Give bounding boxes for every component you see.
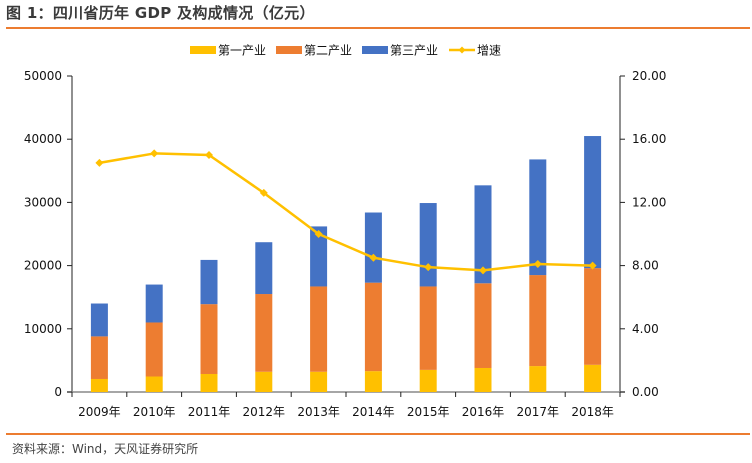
y-left-tick-label: 50000 — [24, 69, 62, 83]
x-tick-label: 2016年 — [462, 405, 505, 419]
line-point-2011年 — [205, 151, 213, 159]
growth-line — [95, 149, 597, 275]
y-right-tick-label: 20.00 — [632, 69, 666, 83]
legend-marker — [458, 46, 466, 54]
bar-第二产业-2012年 — [255, 294, 273, 372]
line-point-2009年 — [95, 158, 104, 167]
x-tick-label: 2017年 — [517, 405, 560, 419]
legend-swatch-第二产业 — [276, 46, 302, 54]
line-point-2010年 — [150, 149, 159, 158]
legend-label: 增速 — [477, 44, 501, 58]
bar-第三产业-2014年 — [364, 212, 382, 283]
y-right-tick-label: 12.00 — [632, 195, 666, 209]
y-left-tick-label: 30000 — [24, 195, 62, 209]
bar-第二产业-2014年 — [364, 282, 382, 372]
source-note: 资料来源：Wind，天风证券研究所 — [12, 442, 199, 456]
bar-第一产业-2014年 — [364, 371, 382, 392]
line-point-2017年 — [533, 260, 542, 269]
bottom-divider — [6, 433, 750, 435]
figure-title: 图 1：四川省历年 GDP 及构成情况（亿元） — [6, 4, 315, 22]
bars — [90, 136, 602, 392]
bar-第二产业-2010年 — [145, 322, 163, 377]
y-right-tick-label: 16.00 — [632, 132, 666, 146]
bar-第三产业-2010年 — [145, 284, 163, 323]
gdp-chart: 第一产业 第二产业 第三产业 增速 0 10000 20000 30000 40000 5000… — [24, 44, 667, 420]
x-tick-label: 2010年 — [133, 405, 176, 419]
x-tick-label: 2014年 — [352, 405, 395, 419]
legend-label: 第三产业 — [390, 44, 438, 58]
y-right-tick-label: 4.00 — [632, 322, 659, 336]
line-point-2013年 — [314, 230, 323, 238]
bar-第一产业-2013年 — [310, 371, 328, 392]
bar-第一产业-2011年 — [200, 373, 218, 392]
line-增速 — [99, 152, 593, 272]
bar-第二产业-2015年 — [419, 286, 437, 370]
bar-第三产业-2009年 — [90, 303, 108, 337]
bar-第三产业-2018年 — [584, 136, 602, 269]
bar-第二产业-2013年 — [310, 286, 328, 372]
x-tick-label: 2011年 — [188, 405, 231, 419]
bar-第三产业-2015年 — [419, 203, 437, 287]
line-point-2015年 — [424, 263, 433, 272]
bar-第一产业-2015年 — [419, 369, 437, 392]
line-point-2014年 — [369, 253, 378, 262]
bar-第二产业-2009年 — [90, 336, 108, 379]
legend: 第一产业 第二产业 第三产业 增速 — [190, 44, 501, 58]
bar-第二产业-2017年 — [529, 275, 547, 367]
bar-第三产业-2017年 — [529, 159, 547, 276]
y-left-tick-label: 20000 — [24, 259, 62, 273]
bar-第一产业-2010年 — [145, 376, 163, 392]
bar-第三产业-2012年 — [255, 242, 273, 295]
line-point-2016年 — [479, 266, 487, 275]
bar-第二产业-2011年 — [200, 304, 218, 374]
x-tick-label: 2009年 — [78, 405, 121, 419]
x-tick-label: 2012年 — [243, 405, 286, 419]
top-divider — [6, 27, 750, 29]
bar-第一产业-2018年 — [584, 364, 602, 392]
bar-第三产业-2016年 — [474, 185, 492, 284]
bar-第三产业-2013年 — [310, 226, 328, 287]
x-tick-label: 2018年 — [571, 405, 614, 419]
line-point-2018年 — [588, 261, 597, 270]
y-left-tick-label: 0 — [54, 385, 62, 399]
y-right-tick-label: 0.00 — [632, 385, 659, 399]
legend-label: 第一产业 — [218, 44, 266, 58]
line-point-2012年 — [259, 188, 268, 197]
axes: 0 10000 20000 30000 40000 50000 0.00 4.00 8.00 12… — [24, 69, 667, 419]
bar-第一产业-2012年 — [255, 371, 273, 392]
y-left-tick-label: 40000 — [24, 132, 62, 146]
bar-第二产业-2016年 — [474, 283, 492, 368]
legend-swatch-第三产业 — [362, 46, 388, 54]
bar-第一产业-2017年 — [529, 366, 547, 392]
x-tick-label: 2013年 — [297, 405, 340, 419]
bar-第三产业-2011年 — [200, 259, 218, 305]
bar-第一产业-2009年 — [90, 378, 108, 392]
legend-swatch-第一产业 — [190, 46, 216, 54]
legend-label: 第二产业 — [304, 44, 352, 58]
bar-第二产业-2018年 — [584, 268, 602, 365]
bar-第一产业-2016年 — [474, 367, 492, 392]
x-tick-label: 2015年 — [407, 405, 450, 419]
y-right-tick-label: 8.00 — [632, 259, 659, 273]
y-left-tick-label: 10000 — [24, 322, 62, 336]
